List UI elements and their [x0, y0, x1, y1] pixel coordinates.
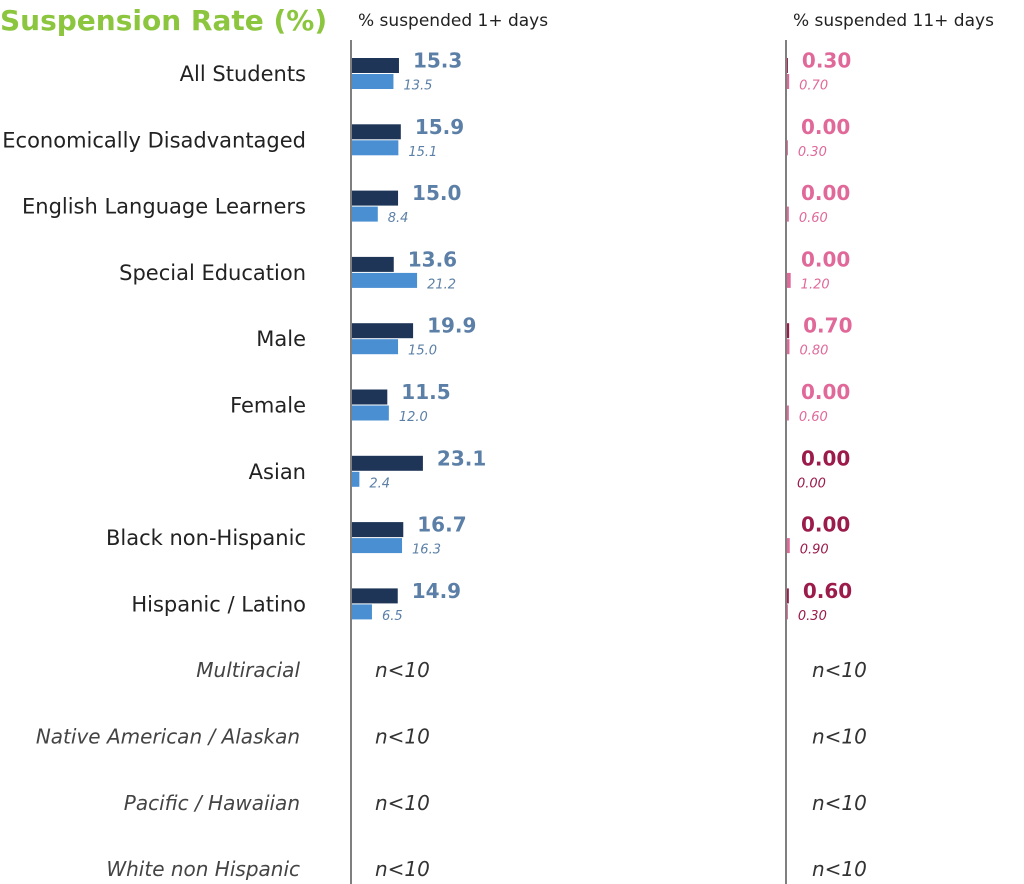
value-label: 0.60 — [799, 211, 828, 226]
value-label: 14.9 — [412, 579, 461, 603]
suppressed-label: n<10 — [375, 725, 430, 749]
value-label: 2.4 — [369, 476, 390, 491]
value-label: 0.00 — [801, 247, 850, 271]
value-label: 15.1 — [408, 145, 437, 160]
value-label: 0.00 — [801, 181, 850, 205]
value-label: 0.30 — [798, 609, 827, 624]
category-label: Asian — [249, 460, 306, 484]
value-label: 6.5 — [382, 609, 403, 624]
category-label: Hispanic / Latino — [131, 592, 306, 616]
bar — [787, 405, 789, 421]
value-label: 19.9 — [427, 314, 476, 338]
bar — [352, 124, 401, 140]
bar — [787, 339, 790, 355]
bar — [352, 604, 372, 620]
value-label: 0.30 — [798, 145, 827, 160]
category-label: Economically Disadvantaged — [2, 128, 306, 152]
bar — [352, 455, 423, 471]
bar — [352, 272, 418, 288]
suppressed-label: n<10 — [812, 658, 867, 682]
value-label: 16.3 — [412, 543, 441, 558]
value-label: 12.0 — [399, 410, 428, 425]
bar — [787, 323, 790, 339]
suppressed-label: n<10 — [812, 791, 867, 815]
bar — [352, 140, 399, 156]
category-label: English Language Learners — [22, 195, 306, 219]
bar — [787, 538, 790, 554]
value-label: 0.00 — [801, 513, 850, 537]
bar — [787, 74, 790, 89]
category-label: Black non-Hispanic — [106, 526, 306, 550]
bar — [787, 58, 788, 73]
value-label: 8.4 — [388, 211, 409, 226]
bar — [352, 522, 404, 538]
bar — [352, 206, 378, 222]
bar — [352, 58, 399, 73]
bar — [787, 588, 789, 604]
value-label: 13.6 — [408, 247, 457, 271]
value-label: 0.00 — [797, 476, 826, 491]
category-label: Native American / Alaskan — [36, 725, 300, 749]
value-label: 21.2 — [427, 277, 456, 292]
bar — [352, 74, 394, 89]
category-label: Pacific / Hawaiian — [124, 791, 300, 815]
value-label: 0.60 — [803, 579, 852, 603]
bar — [352, 538, 403, 554]
value-label: 0.80 — [799, 344, 828, 359]
suppressed-label: n<10 — [375, 658, 430, 682]
category-label: Female — [230, 394, 306, 418]
value-label: 15.9 — [415, 115, 464, 139]
bar — [352, 190, 399, 206]
value-label: 0.00 — [801, 380, 850, 404]
value-label: 0.30 — [802, 49, 851, 73]
suppressed-label: n<10 — [812, 857, 867, 881]
bar — [352, 323, 414, 339]
bar — [352, 339, 399, 355]
bar — [787, 604, 788, 620]
value-label: 15.0 — [412, 181, 461, 205]
bar — [787, 272, 791, 288]
category-label: All Students — [180, 62, 306, 86]
bar — [352, 471, 360, 487]
value-label: 1.20 — [801, 277, 830, 292]
value-label: 16.7 — [417, 513, 466, 537]
category-label: Special Education — [119, 261, 306, 285]
value-label: 23.1 — [437, 446, 486, 470]
bar — [352, 389, 388, 405]
value-label: 0.90 — [800, 543, 829, 558]
suppressed-label: n<10 — [812, 725, 867, 749]
value-label: 0.60 — [799, 410, 828, 425]
suppressed-label: n<10 — [375, 857, 430, 881]
bar — [787, 206, 789, 222]
value-label: 11.5 — [401, 380, 450, 404]
value-label: 15.0 — [408, 344, 437, 359]
value-label: 0.70 — [799, 79, 828, 94]
suppressed-label: n<10 — [375, 791, 430, 815]
panel-title: % suspended 11+ days — [793, 11, 994, 31]
bar — [787, 140, 788, 156]
category-label: Male — [256, 327, 306, 351]
value-label: 0.00 — [801, 115, 850, 139]
bar — [352, 256, 394, 272]
panel-title: % suspended 1+ days — [358, 11, 548, 31]
bar — [352, 588, 398, 604]
value-label: 0.70 — [803, 314, 852, 338]
category-label: Multiracial — [196, 658, 300, 682]
value-label: 15.3 — [413, 49, 462, 73]
value-label: 13.5 — [403, 79, 432, 94]
chart-title: Suspension Rate (%) — [0, 4, 327, 37]
bar — [352, 405, 389, 421]
value-label: 0.00 — [801, 446, 850, 470]
category-label: White non Hispanic — [106, 857, 300, 881]
